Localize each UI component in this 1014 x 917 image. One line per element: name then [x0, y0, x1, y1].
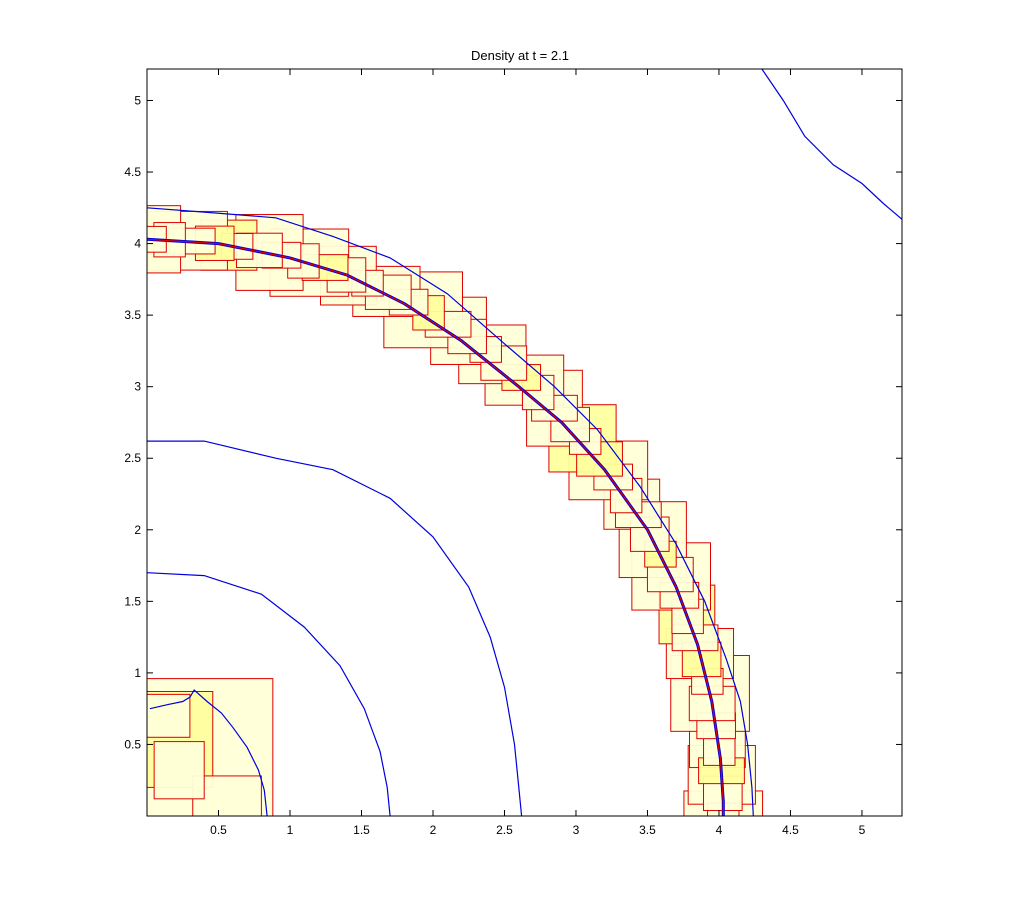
- y-tick-label: 4.5: [124, 165, 141, 179]
- y-tick-label: 2: [134, 523, 141, 537]
- contour-line-5: [761, 69, 902, 220]
- x-tick-label: 0.5: [210, 823, 227, 837]
- x-tick-label: 2: [430, 823, 437, 837]
- contour-line-2: [147, 207, 754, 816]
- y-tick-label: 4: [134, 237, 141, 251]
- x-tick-label: 2.5: [496, 823, 513, 837]
- y-tick-label: 3.5: [124, 308, 141, 322]
- x-tick-label: 1: [287, 823, 294, 837]
- plot-frame: [146, 68, 903, 817]
- y-tick-label: 0.5: [124, 737, 141, 751]
- y-tick-label: 1.5: [124, 594, 141, 608]
- x-tick-label: 4.5: [782, 823, 799, 837]
- y-tick-label: 5: [134, 93, 141, 107]
- refinement-patch: [153, 741, 205, 800]
- x-tick-label: 5: [859, 823, 866, 837]
- y-tick-label: 2.5: [124, 451, 141, 465]
- x-axis: 0.5 1 1.5 2 2.5 3 3.5 4 4.5 5: [210, 69, 866, 837]
- y-tick-label: 1: [134, 666, 141, 680]
- x-tick-label: 4: [716, 823, 723, 837]
- y-axis: 0.5 1 1.5 2 2.5 3 3.5 4 4.5 5: [124, 93, 902, 751]
- refinement-patches: [147, 205, 764, 816]
- contour-line-3: [147, 440, 523, 816]
- chart-title: Density at t = 2.1: [471, 48, 569, 63]
- x-tick-label: 1.5: [353, 823, 370, 837]
- y-tick-label: 3: [134, 380, 141, 394]
- contour-line-6: [149, 689, 268, 816]
- x-tick-label: 3.5: [639, 823, 656, 837]
- contour-line-4: [147, 572, 391, 816]
- shock-front-line: [147, 238, 724, 816]
- x-tick-label: 3: [573, 823, 580, 837]
- density-contours: [147, 69, 902, 816]
